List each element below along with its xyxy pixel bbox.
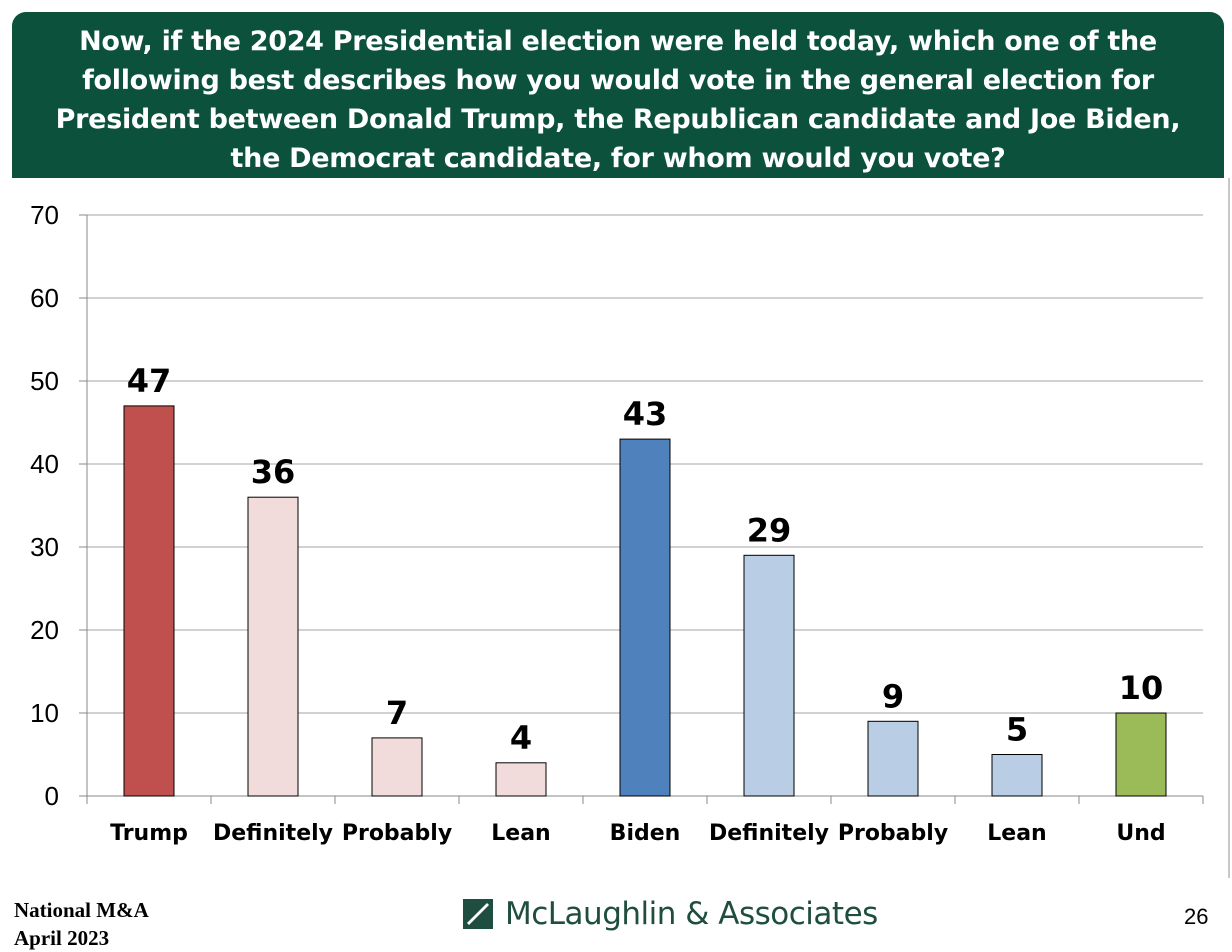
- data-label: 7: [386, 694, 408, 732]
- data-label: 43: [623, 395, 668, 433]
- slide-border: [1228, 178, 1230, 878]
- y-tick-label: 20: [30, 615, 59, 645]
- category-label: Definitely: [213, 821, 333, 846]
- question-text: Now, if the 2024 Presidential election w…: [55, 26, 1181, 174]
- y-tick-label: 30: [30, 532, 59, 562]
- bar-5: [619, 438, 671, 797]
- category-label: Definitely: [709, 821, 829, 846]
- bar-6: [743, 554, 795, 797]
- bar-2: [247, 496, 299, 797]
- y-tick-label: 50: [30, 366, 59, 396]
- data-label: 5: [1006, 711, 1028, 749]
- page-number: 26: [1184, 904, 1209, 929]
- y-tick-label: 10: [30, 698, 59, 728]
- category-label: Und: [1116, 821, 1165, 846]
- data-label: 36: [251, 453, 296, 491]
- question-banner: Now, if the 2024 Presidential election w…: [12, 12, 1224, 178]
- data-label: 9: [882, 677, 904, 715]
- y-tick-label: 0: [45, 781, 59, 811]
- company-logo: McLaughlin & Associates: [463, 894, 878, 934]
- y-tick-label: 70: [30, 200, 59, 230]
- footer-source: National M&A April 2023: [14, 896, 149, 952]
- bar-3: [371, 737, 423, 797]
- data-label: 29: [747, 511, 792, 549]
- category-label: Lean: [987, 821, 1046, 846]
- bar-1: [123, 405, 175, 797]
- bar-7: [867, 720, 919, 797]
- category-label: Lean: [491, 821, 550, 846]
- footer-line-1: National M&A: [14, 898, 149, 922]
- y-tick-label: 40: [30, 449, 59, 479]
- bar-chart: 0 10 20 30 40 50 60 70 47 Trump 36 Definitely 7 Proba…: [30, 200, 1204, 846]
- logo-text: McLaughlin & Associates: [505, 896, 878, 932]
- category-label: Trump: [110, 821, 188, 846]
- category-label: Biden: [610, 821, 681, 846]
- bar-8: [991, 754, 1043, 797]
- bar-4: [495, 762, 547, 797]
- logo-mark-icon: [463, 899, 493, 929]
- data-label: 4: [510, 719, 532, 757]
- data-label: 10: [1119, 669, 1164, 707]
- y-tick-label: 60: [30, 283, 59, 313]
- bar-9: [1115, 712, 1167, 797]
- footer-line-2: April 2023: [14, 926, 110, 950]
- data-label: 47: [127, 362, 172, 400]
- category-label: Probably: [838, 821, 948, 846]
- category-label: Probably: [342, 821, 452, 846]
